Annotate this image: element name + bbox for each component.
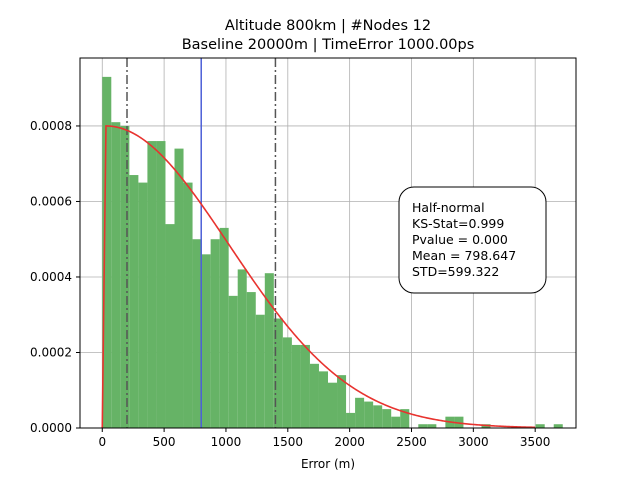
histogram-bar	[255, 314, 265, 428]
plot-frame	[79, 57, 577, 429]
x-axis-label: Error (m)	[301, 457, 355, 471]
x-tick-label: 3000	[458, 435, 489, 449]
annotation-line-5: STD=599.322	[412, 264, 499, 279]
histogram-bar	[201, 254, 211, 428]
annotation-line-1: Half-normal	[412, 200, 485, 215]
histogram-bar	[553, 424, 563, 428]
chart-subtitle: Baseline 20000m | TimeError 1000.00ps	[182, 37, 475, 53]
y-tick-label: 0.0006	[30, 194, 72, 208]
histogram-bar	[418, 424, 428, 428]
histogram-bar	[129, 175, 139, 428]
histogram-bar	[174, 148, 184, 428]
histogram-bar	[318, 371, 328, 428]
histogram-bar	[264, 273, 274, 428]
histogram-bar	[400, 409, 410, 428]
histogram-bar	[373, 405, 383, 428]
x-tick-label: 1500	[273, 435, 304, 449]
histogram-bar	[156, 141, 166, 428]
histogram-bar	[120, 125, 130, 429]
histogram-bar	[427, 424, 437, 428]
x-tick-label: 3500	[520, 435, 551, 449]
histogram-bar	[282, 337, 292, 428]
x-tick-label: 2000	[334, 435, 365, 449]
histogram-bars	[102, 76, 563, 429]
x-axis-ticks: 0 500 1000 1500 2000 2500 3000 3500	[98, 428, 550, 449]
fit-curve	[101, 125, 536, 429]
annotation-line-4: Mean = 798.647	[412, 248, 516, 263]
y-tick-label: 0.0004	[30, 270, 72, 284]
x-tick-label: 0	[98, 435, 106, 449]
histogram-bar	[183, 182, 193, 428]
histogram-bar	[192, 239, 202, 428]
reference-lines	[126, 58, 277, 428]
histogram-bar	[309, 363, 319, 428]
histogram-bar	[246, 292, 256, 428]
x-tick-label: 500	[153, 435, 176, 449]
x-tick-label: 2500	[396, 435, 427, 449]
histogram-bar	[165, 224, 175, 428]
x-tick-label: 1000	[211, 435, 242, 449]
histogram-bar	[228, 295, 238, 428]
histogram-bar	[355, 397, 365, 428]
annotation-line-2: KS-Stat=0.999	[412, 216, 504, 231]
annotation-line-3: Pvalue = 0.000	[412, 232, 508, 247]
chart-title: Altitude 800km | #Nodes 12	[225, 18, 431, 34]
histogram-bar	[382, 409, 392, 428]
histogram-bar	[237, 269, 247, 428]
histogram-bar	[364, 401, 374, 428]
histogram-bar	[391, 416, 401, 428]
histogram-bar	[300, 344, 310, 428]
annotation-box: Half-normal KS-Stat=0.999 Pvalue = 0.000…	[398, 186, 547, 294]
histogram-bar	[102, 76, 112, 428]
histogram-bar	[535, 424, 545, 428]
histogram-bar	[210, 239, 220, 428]
histogram-bar	[219, 227, 229, 428]
histogram-bar	[147, 141, 157, 428]
histogram-bar	[273, 318, 283, 428]
y-tick-label: 0.0000	[30, 421, 72, 435]
y-axis-ticks: 0.0000 0.0002 0.0004 0.0006 0.0008	[30, 119, 80, 435]
y-tick-label: 0.0002	[30, 345, 72, 359]
histogram-bar	[328, 382, 338, 428]
histogram-bar	[291, 344, 301, 428]
histogram-bar	[346, 412, 356, 428]
histogram-bar	[138, 182, 148, 428]
histogram-bar	[111, 122, 121, 429]
y-tick-label: 0.0008	[30, 119, 72, 133]
histogram-bar	[337, 375, 347, 428]
